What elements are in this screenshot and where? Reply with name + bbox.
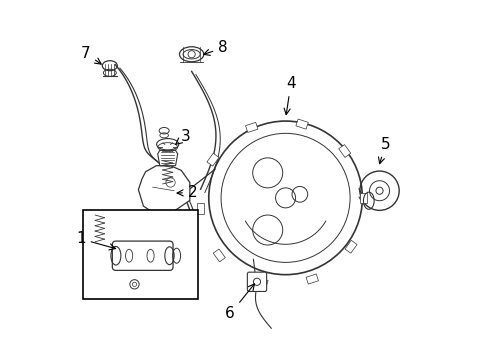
Bar — [206, 153, 219, 166]
Bar — [345, 240, 356, 253]
Polygon shape — [157, 150, 177, 166]
Text: 6: 6 — [225, 284, 254, 321]
Text: 2: 2 — [177, 185, 197, 200]
Bar — [197, 203, 203, 214]
Bar — [359, 193, 366, 203]
FancyBboxPatch shape — [112, 241, 173, 270]
Text: 7: 7 — [81, 46, 101, 64]
Bar — [83, 210, 198, 298]
Bar — [295, 119, 307, 129]
Bar — [305, 274, 318, 284]
Bar — [338, 145, 350, 157]
FancyBboxPatch shape — [247, 272, 266, 292]
Text: 5: 5 — [378, 137, 389, 164]
Bar — [213, 249, 225, 262]
Text: 1: 1 — [76, 231, 115, 250]
Text: 4: 4 — [284, 76, 295, 114]
Text: 3: 3 — [175, 129, 190, 144]
Bar — [255, 277, 267, 287]
Bar — [245, 122, 257, 132]
Text: 8: 8 — [203, 40, 227, 55]
Polygon shape — [138, 166, 189, 213]
